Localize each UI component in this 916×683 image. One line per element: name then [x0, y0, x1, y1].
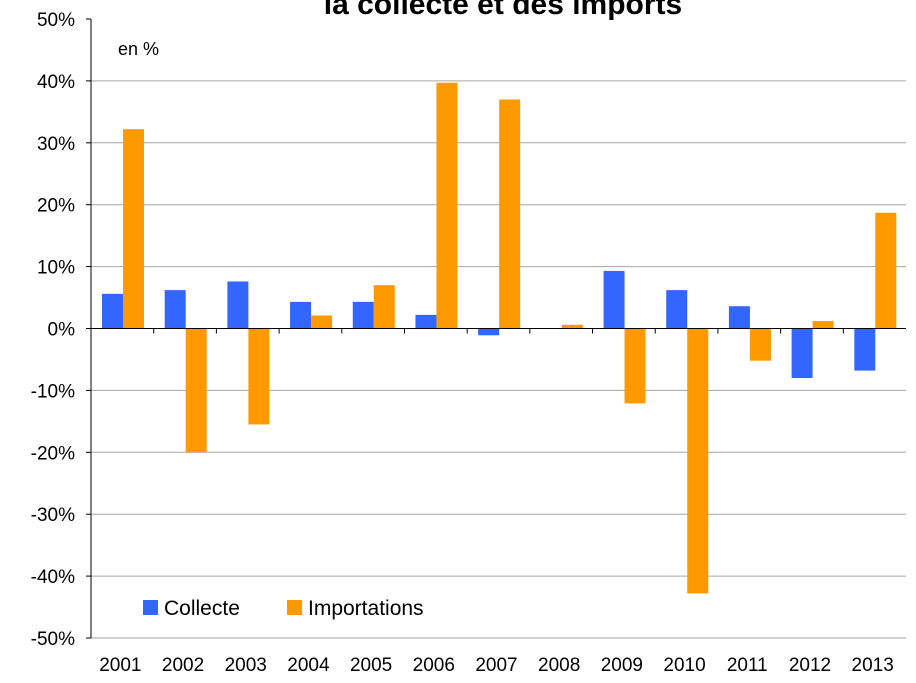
y-tick-label: -10% [31, 381, 75, 402]
bar-importations-2003 [248, 328, 270, 425]
y-tick-label: 30% [37, 134, 75, 155]
x-tick-label: 2009 [601, 655, 643, 676]
bar-collecte-2007 [478, 328, 500, 336]
bar-collecte-2013 [854, 328, 876, 371]
bar-importations-2007 [499, 99, 521, 329]
bar-importations-2008 [561, 324, 583, 329]
bar-importations-2013 [875, 212, 897, 329]
legend-swatch-collecte [143, 600, 158, 615]
x-tick-label: 2002 [162, 655, 204, 676]
bar-collecte-2012 [791, 328, 813, 379]
y-tick-labels: 50% 40% 30% 20% 10% 0% -10% -20% -30% -40% -50% [31, 10, 75, 650]
y-tick-label: -30% [31, 505, 75, 526]
axes [86, 18, 906, 639]
y-tick-label: 40% [37, 72, 75, 93]
x-tick-label: 2006 [413, 655, 455, 676]
bar-importations-2001 [123, 129, 144, 329]
y-tick-label: 0% [48, 320, 76, 341]
bar-importations-2009 [624, 328, 646, 404]
bar-collecte-2001 [102, 293, 123, 329]
y-tick-label: -50% [31, 629, 75, 650]
bar-collecte-2003 [227, 281, 249, 329]
x-tick-label: 2004 [287, 655, 330, 676]
bar-collecte-2002 [164, 290, 186, 329]
legend: Collecte Importations [143, 597, 424, 620]
bar-collecte-2004 [290, 301, 312, 329]
bar-importations-2004 [311, 315, 333, 329]
x-tick-label: 2008 [538, 655, 580, 676]
bar-importations-2010 [687, 328, 709, 594]
bar-collecte-2010 [666, 290, 688, 329]
legend-label-collecte: Collecte [164, 597, 240, 620]
bar-importations-2006 [436, 82, 458, 329]
bar-collecte-2006 [415, 314, 437, 329]
gridlines [91, 80, 906, 639]
x-tick-label: 2010 [663, 655, 705, 676]
legend-swatch-importations [287, 600, 302, 615]
bar-collecte-2009 [603, 270, 625, 329]
x-tick-label: 2005 [350, 655, 392, 676]
bar-importations-2002 [185, 328, 207, 453]
y-tick-label: -40% [31, 567, 75, 588]
bar-importations-2011 [749, 328, 771, 361]
x-tick-label: 2003 [225, 655, 267, 676]
unit-label: en % [118, 39, 159, 59]
x-tick-label: 2013 [852, 655, 894, 676]
legend-label-importations: Importations [308, 597, 424, 620]
bar-collecte-2011 [728, 306, 750, 329]
x-tick-label: 2011 [727, 655, 768, 676]
bar-collecte-2005 [352, 301, 374, 329]
bar-importations-2012 [812, 321, 834, 329]
y-tick-label: 20% [37, 196, 75, 217]
x-tick-label: 2012 [789, 655, 831, 676]
bar-importations-2005 [373, 285, 395, 329]
y-tick-label: -20% [31, 443, 75, 464]
chart-title: la collecte et des imports [324, 0, 682, 21]
y-tick-label: 50% [37, 10, 75, 31]
bars [102, 82, 897, 594]
x-tick-label: 2007 [475, 655, 517, 676]
x-tick-labels: 2001 2002 2003 2004 2005 2006 2007 2008 2009 2010… [99, 655, 894, 676]
y-tick-label: 10% [37, 258, 75, 279]
x-tick-label: 2001 [99, 655, 141, 676]
